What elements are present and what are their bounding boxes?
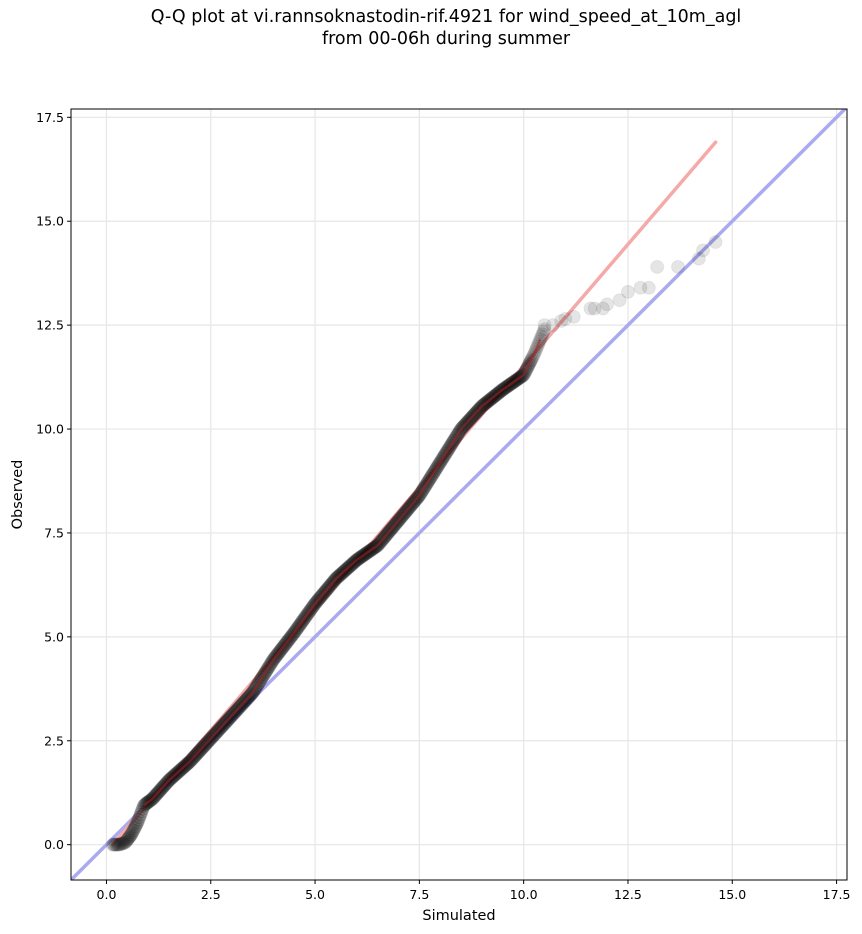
qq-point	[105, 837, 120, 852]
qq-point	[110, 837, 125, 852]
qq-point	[691, 251, 706, 266]
qq-point	[113, 837, 128, 852]
qq-point	[535, 327, 550, 342]
y-tick-label: 15.0	[36, 214, 64, 229]
qq-point	[620, 284, 635, 299]
x-tick-label: 0.0	[97, 887, 117, 902]
qq-point	[122, 830, 137, 845]
x-tick-label: 17.5	[823, 887, 851, 902]
qq-point	[696, 243, 711, 258]
y-tick-label: 17.5	[36, 110, 64, 125]
qq-point	[125, 825, 140, 840]
qq-point	[600, 297, 615, 312]
qq-point	[128, 819, 143, 834]
qq-point	[641, 280, 656, 295]
qq-point	[109, 837, 124, 852]
qq-point	[708, 235, 723, 250]
qq-point	[534, 329, 549, 344]
qq-point	[124, 827, 139, 842]
qq-point	[671, 259, 686, 274]
x-tick-label: 2.5	[201, 887, 221, 902]
qq-point	[126, 823, 141, 838]
qq-point	[118, 835, 133, 850]
qq-point	[127, 821, 142, 836]
qq-point	[566, 309, 581, 324]
qq-point	[106, 837, 121, 852]
qq-point	[131, 812, 146, 827]
chart-title-line2: from 00-06h during summer	[321, 29, 571, 49]
qq-point	[558, 311, 573, 326]
qq-point	[117, 835, 132, 850]
qq-point	[554, 313, 569, 328]
qq-point	[583, 301, 598, 316]
x-tick-label: 10.0	[510, 887, 538, 902]
qq-point	[121, 831, 136, 846]
y-axis-label: Observed	[10, 460, 26, 530]
x-tick-label: 15.0	[718, 887, 746, 902]
qq-point	[537, 318, 552, 333]
axis-ticks: 0.0 2.5 5.0 7.5 10.0 12.5 15.0 17.5 0.0 2.5 5.0 7.5…	[36, 110, 850, 902]
qq-point	[116, 836, 131, 851]
y-tick-label: 5.0	[44, 629, 64, 644]
y-tick-label: 0.0	[44, 837, 64, 852]
qq-point	[129, 817, 144, 832]
fit-line	[110, 140, 718, 847]
qq-point	[119, 834, 134, 849]
x-tick-label: 5.0	[305, 887, 325, 902]
qq-point	[545, 318, 560, 333]
data-points	[105, 235, 723, 852]
qq-point	[108, 837, 123, 852]
qq-point	[134, 804, 149, 819]
qq-point	[133, 807, 148, 822]
qq-point	[114, 836, 129, 851]
chart-title: Q-Q plot at vi.rannsoknastodin-rif.4921 …	[0, 6, 862, 50]
y-tick-label: 2.5	[44, 733, 64, 748]
qq-point	[536, 324, 551, 339]
qq-point	[587, 301, 602, 316]
x-tick-label: 12.5	[614, 887, 642, 902]
qq-point	[135, 801, 150, 816]
qq-point	[120, 833, 135, 848]
qq-point	[111, 837, 126, 852]
y-tick-label: 12.5	[36, 318, 64, 333]
qq-point	[633, 280, 648, 295]
qq-point	[123, 828, 138, 843]
qq-point	[650, 259, 665, 274]
x-tick-label: 7.5	[409, 887, 429, 902]
qq-point	[107, 837, 122, 852]
qq-point	[112, 837, 127, 852]
qq-point	[533, 332, 548, 347]
y-tick-label: 7.5	[44, 525, 64, 540]
qq-point	[130, 815, 145, 830]
qq-point	[612, 293, 627, 308]
plot-frame	[70, 108, 848, 881]
qq-point	[132, 810, 147, 825]
chart-title-line1: Q-Q plot at vi.rannsoknastodin-rif.4921 …	[150, 7, 742, 27]
y-tick-label: 10.0	[36, 422, 64, 437]
fit-line-overlay	[143, 338, 542, 807]
qq-point	[595, 301, 610, 316]
qq-point	[537, 322, 552, 337]
x-axis-label: Simulated	[422, 908, 495, 924]
